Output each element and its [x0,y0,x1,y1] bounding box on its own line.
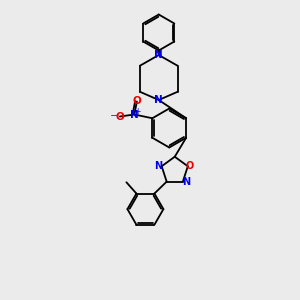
Text: +: + [135,107,141,116]
Text: O: O [116,112,124,122]
Text: N: N [154,161,163,171]
Text: N: N [154,50,163,60]
Text: N: N [154,95,163,105]
Text: N: N [182,177,190,187]
Text: O: O [186,161,194,171]
Text: O: O [133,97,141,106]
Text: −: − [110,111,119,121]
Text: N: N [130,110,139,119]
